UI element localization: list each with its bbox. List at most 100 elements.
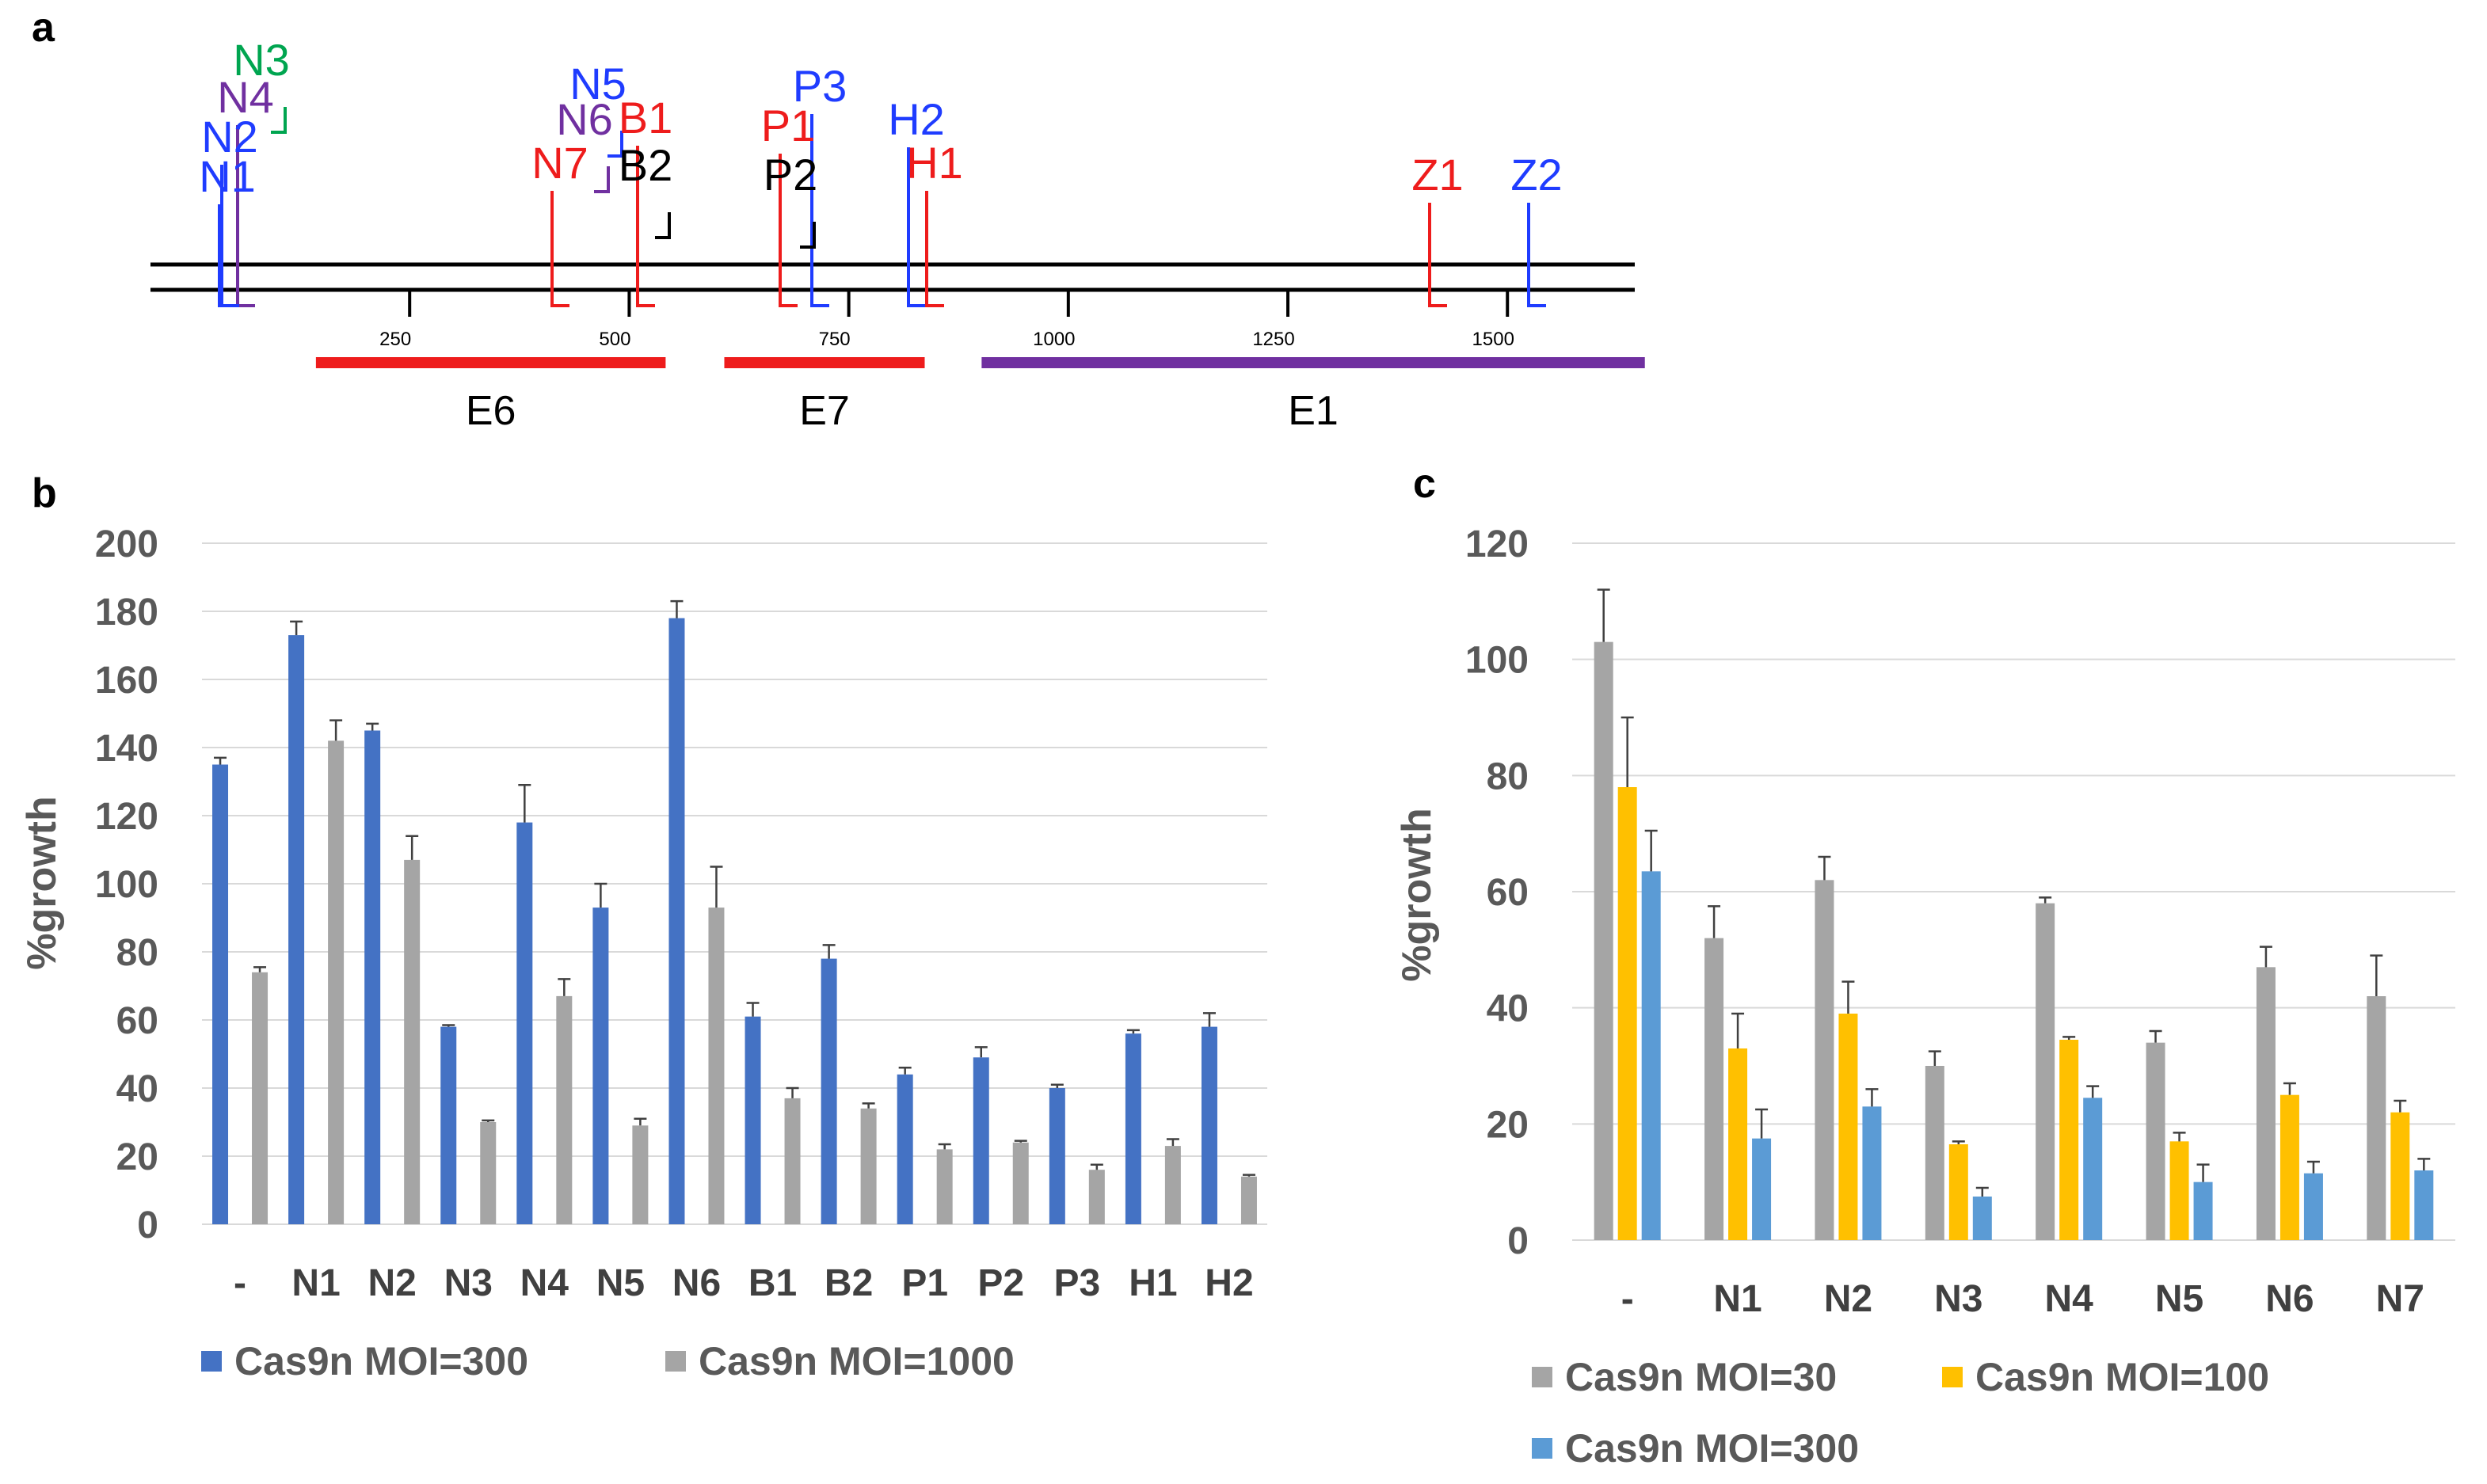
bar-cas9n-moi-300-control bbox=[1641, 871, 1661, 1240]
error-bar bbox=[2039, 896, 2052, 904]
bar-cas9n-moi-300-n2 bbox=[1862, 1106, 1882, 1240]
guide-label-n5: N5 bbox=[569, 59, 627, 108]
error-bar bbox=[1014, 1140, 1027, 1143]
guide-marker-h1 bbox=[925, 191, 944, 307]
bar-cas9n-moi-300-h2 bbox=[1201, 1026, 1217, 1224]
error-bars bbox=[214, 599, 1255, 1177]
bar-cas9n-moi-1000-p3 bbox=[1088, 1170, 1105, 1224]
error-bar bbox=[518, 784, 531, 823]
guide-marker-z2 bbox=[1527, 203, 1546, 307]
x-tick-label: N2 bbox=[368, 1262, 416, 1304]
legend-label-moi300: Cas9n MOI=300 bbox=[234, 1339, 528, 1383]
error-bar bbox=[1865, 1088, 1879, 1107]
error-bar bbox=[366, 722, 379, 731]
error-bar bbox=[1597, 588, 1610, 642]
guide-marker-p3 bbox=[810, 114, 829, 307]
bar-cas9n-moi-300-n1 bbox=[288, 635, 305, 1224]
error-bar bbox=[1621, 716, 1634, 787]
x-tick-label: - bbox=[1621, 1278, 1634, 1320]
error-bar bbox=[1708, 905, 1721, 938]
legend: Cas9n MOI=30 Cas9n MOI=100 Cas9n MOI=300 bbox=[1532, 1355, 2269, 1471]
bar-cas9n-moi-300-n3 bbox=[440, 1026, 457, 1224]
error-bar bbox=[822, 944, 836, 959]
guide-label-n2: N2 bbox=[201, 112, 258, 162]
panel-a-gene-map: a 250 500 750 1000 1250 1500 E6 E7 E1 N3N4N2N1N… bbox=[32, 5, 1645, 434]
bar-cas9n-moi-1000-b2 bbox=[860, 1108, 877, 1224]
y-tick-label: 40 bbox=[1487, 988, 1529, 1030]
x-tick-label: B2 bbox=[825, 1262, 873, 1304]
x-tick-label: N7 bbox=[2376, 1278, 2424, 1320]
error-bars bbox=[1597, 588, 2431, 1197]
bar-cas9n-moi-300-n7 bbox=[2414, 1170, 2434, 1240]
bar-cas9n-moi-300-b1 bbox=[745, 1016, 761, 1224]
error-bar bbox=[2283, 1082, 2296, 1095]
y-tick-labels: 0 20 40 60 80 100 120 140 160 180 200 bbox=[95, 523, 158, 1246]
y-tick-label: 0 bbox=[137, 1204, 158, 1246]
error-bar bbox=[214, 756, 227, 765]
y-tick-label: 60 bbox=[1487, 872, 1529, 914]
error-bar bbox=[329, 719, 343, 741]
bar-cas9n-moi-300-n6 bbox=[668, 618, 685, 1224]
guide-marker-b2 bbox=[655, 212, 671, 239]
guide-label-p2: P2 bbox=[764, 150, 818, 200]
guide-marker-n6 bbox=[594, 166, 610, 193]
guide-label-z1: Z1 bbox=[1411, 150, 1463, 200]
bar-cas9n-moi-100-control bbox=[1617, 787, 1637, 1240]
legend-swatch-moi30 bbox=[1532, 1367, 1552, 1387]
legend-label-moi1000: Cas9n MOI=1000 bbox=[699, 1339, 1015, 1383]
bar-cas9n-moi-30-n4 bbox=[2036, 903, 2055, 1240]
panel-b-label: b bbox=[32, 470, 57, 516]
bar-cas9n-moi-30-n2 bbox=[1815, 880, 1834, 1240]
error-bar bbox=[1202, 1012, 1216, 1027]
error-bar bbox=[558, 978, 571, 996]
error-bar bbox=[1755, 1108, 1769, 1139]
y-tick-label: 180 bbox=[95, 592, 158, 634]
y-axis-label: %growth bbox=[1394, 808, 1440, 982]
guide-label-h2: H2 bbox=[888, 94, 945, 144]
legend-label-moi300: Cas9n MOI=300 bbox=[1565, 1426, 1859, 1471]
bars bbox=[1594, 641, 2434, 1240]
guide-marker-n7 bbox=[550, 191, 569, 307]
bar-cas9n-moi-1000-n4 bbox=[556, 995, 573, 1224]
bar-cas9n-moi-30-n6 bbox=[2256, 967, 2276, 1240]
bar-cas9n-moi-100-n1 bbox=[1728, 1048, 1748, 1240]
bar-cas9n-moi-300-n2 bbox=[364, 730, 381, 1224]
error-bar bbox=[2370, 954, 2383, 996]
x-tick-label: P1 bbox=[901, 1262, 948, 1304]
scale-tick-label: 750 bbox=[819, 329, 851, 350]
x-tick-label: N1 bbox=[1713, 1278, 1761, 1320]
error-bar bbox=[862, 1102, 875, 1109]
bar-cas9n-moi-300-p1 bbox=[897, 1074, 913, 1224]
error-bar bbox=[634, 1117, 647, 1126]
guide-label-b1: B1 bbox=[619, 93, 673, 143]
error-bar bbox=[1090, 1163, 1103, 1170]
guide-label-h1: H1 bbox=[906, 138, 963, 188]
guide-label-n3: N3 bbox=[233, 35, 290, 85]
region-label-e1: E1 bbox=[1288, 388, 1339, 434]
y-tick-label: 20 bbox=[1487, 1104, 1529, 1146]
guide-label-z2: Z2 bbox=[1510, 150, 1562, 200]
guide-label-n1: N1 bbox=[199, 151, 256, 201]
bar-cas9n-moi-100-n3 bbox=[1948, 1144, 1968, 1240]
guide-marker-p2 bbox=[800, 222, 816, 249]
y-tick-label: 80 bbox=[116, 932, 158, 974]
scale-ruler: 250 500 750 1000 1250 1500 bbox=[379, 290, 1514, 350]
bar-cas9n-moi-30-n5 bbox=[2146, 1042, 2165, 1240]
scale-tick-label: 1000 bbox=[1033, 329, 1075, 350]
guide-marker-p1 bbox=[779, 154, 798, 307]
legend-label-moi100: Cas9n MOI=100 bbox=[1975, 1355, 2269, 1399]
error-bar bbox=[746, 1002, 760, 1017]
bar-cas9n-moi-1000-n1 bbox=[328, 740, 345, 1224]
x-tick-label: N4 bbox=[520, 1262, 569, 1304]
y-tick-label: 40 bbox=[116, 1068, 158, 1110]
error-bar bbox=[1050, 1083, 1064, 1088]
x-tick-label: N6 bbox=[672, 1262, 721, 1304]
bar-cas9n-moi-300-b2 bbox=[821, 958, 837, 1224]
bar-cas9n-moi-1000-n5 bbox=[632, 1125, 649, 1224]
bar-cas9n-moi-300-n5 bbox=[2193, 1181, 2213, 1240]
error-bar bbox=[594, 882, 607, 908]
error-bar bbox=[2149, 1029, 2162, 1043]
bar-cas9n-moi-100-n5 bbox=[2169, 1141, 2189, 1240]
